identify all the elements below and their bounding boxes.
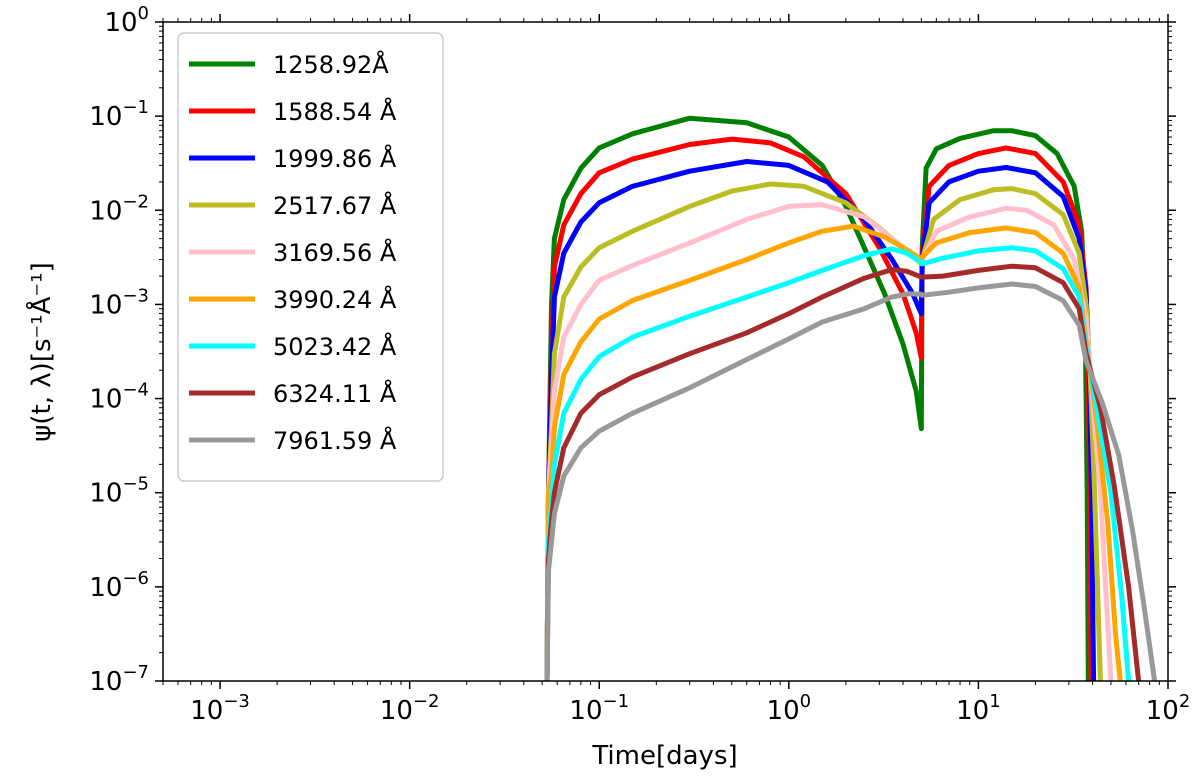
- legend-label-6: 5023.42 Å: [273, 332, 397, 361]
- y-tick-label: 10−2: [89, 191, 149, 226]
- x-tick-label: 10−2: [380, 691, 440, 726]
- y-axis-label: ψ(t, λ)[s⁻¹Å⁻¹]: [25, 262, 57, 441]
- y-tick-label: 10−5: [89, 474, 149, 509]
- y-tick-label: 10−3: [89, 285, 149, 320]
- x-tick-label: 100: [767, 691, 812, 726]
- legend-box: [177, 32, 444, 482]
- legend-label-1: 1588.54 Å: [273, 97, 397, 126]
- x-tick-label: 10−3: [190, 691, 250, 726]
- legend: 1258.92Å 1588.54 Å 1999.86 Å 2517.67 Å 3169.…: [177, 32, 444, 482]
- y-tick-label: 10−7: [89, 662, 149, 697]
- x-axis-label: Time[days]: [591, 741, 737, 771]
- y-tick-label: 10−6: [89, 568, 149, 603]
- legend-label-4: 3169.56 Å: [273, 238, 397, 267]
- legend-label-3: 2517.67 Å: [273, 191, 397, 220]
- legend-label-8: 7961.59 Å: [273, 426, 397, 455]
- plot-area: [544, 115, 1158, 681]
- series-line-0: [544, 115, 1091, 681]
- y-tick-label: 10−1: [89, 97, 149, 132]
- x-tick-label: 102: [1146, 691, 1191, 726]
- series-line-8: [544, 281, 1158, 681]
- x-tick-label: 10−1: [569, 691, 629, 726]
- plot-frame: [162, 21, 1169, 682]
- legend-label-2: 1999.86 Å: [273, 144, 397, 173]
- legend-label-0: 1258.92Å: [273, 50, 389, 79]
- legend-label-5: 3990.24 Å: [273, 285, 397, 314]
- legend-label-7: 6324.11 Å: [273, 379, 397, 408]
- tick-labels: 10−3 10−2 10−1 100 101 102 10−7 10−6 10−5 10−4 10−…: [89, 3, 1190, 726]
- y-tick-label: 100: [104, 3, 149, 38]
- x-tick-label: 101: [956, 691, 1001, 726]
- y-tick-label: 10−4: [89, 380, 149, 415]
- series-line-2: [544, 159, 1097, 681]
